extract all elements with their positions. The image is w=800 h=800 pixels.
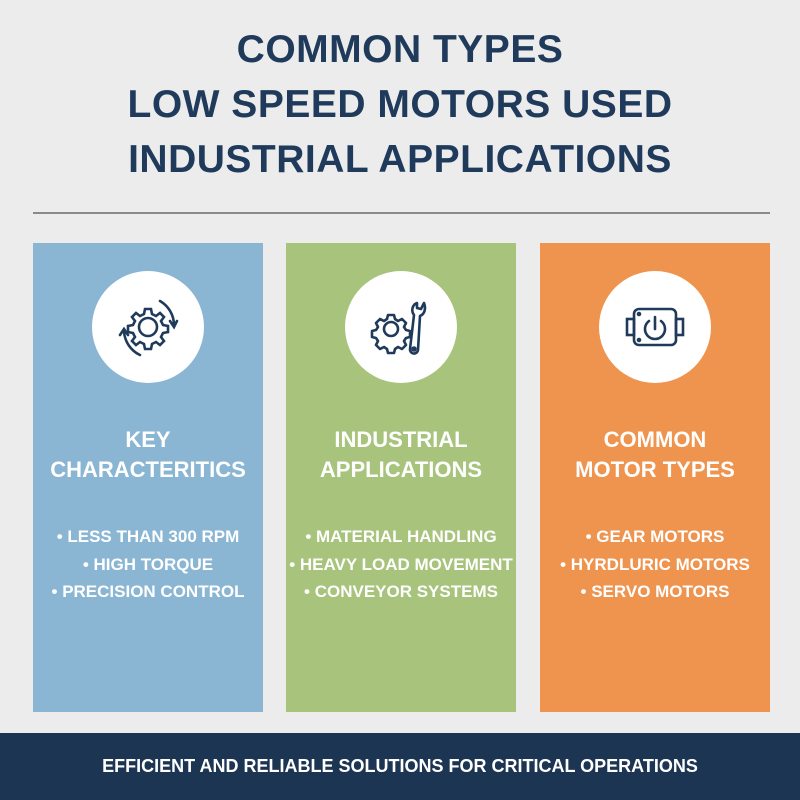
- bullet-list: • LESS THAN 300 RPM • HIGH TORQUE • PREC…: [33, 523, 263, 606]
- list-item: • HIGH TORQUE: [82, 554, 214, 574]
- list-item: • LESS THAN 300 RPM: [56, 527, 240, 546]
- icon-circle: [345, 271, 457, 383]
- title-line: COMMON TYPES: [236, 28, 564, 71]
- column-common-motor-types: COMMON MOTOR TYPES • GEAR MOTORS • HYRDLU…: [540, 243, 770, 712]
- column-industrial-applications: INDUSTRIAL APPLICATIONS • MATERIAL HANDLI…: [286, 243, 516, 712]
- gear-wrench-icon: [370, 301, 427, 355]
- icon-circle: [92, 271, 204, 383]
- icon-circle: [599, 271, 711, 383]
- list-item: • CONVEYOR SYSTEMS: [304, 582, 498, 601]
- title-line: LOW SPEED MOTORS USED: [127, 83, 673, 126]
- bullet-list: • MATERIAL HANDLING • HEAVY LOAD MOVEMEN…: [286, 523, 516, 606]
- page-title: COMMON TYPES LOW SPEED MOTORS USED INDUS…: [0, 22, 800, 187]
- divider: [33, 212, 770, 214]
- column-heading: INDUSTRIAL APPLICATIONS: [319, 427, 483, 482]
- motor-power-icon: [625, 307, 685, 347]
- title-line: INDUSTRIAL APPLICATIONS: [128, 138, 672, 181]
- column-heading: COMMON MOTOR TYPES: [575, 427, 735, 482]
- footer-text: EFFICIENT AND RELIABLE SOLUTIONS FOR CRI…: [102, 756, 698, 776]
- list-item: • HYRDLURIC MOTORS: [560, 554, 750, 574]
- list-item: • PRECISION CONTROL: [51, 582, 245, 601]
- list-item: • HEAVY LOAD MOVEMENT: [289, 554, 513, 574]
- list-item: • GEAR MOTORS: [585, 527, 725, 546]
- gear-rotate-icon: [118, 299, 179, 357]
- list-item: • MATERIAL HANDLING: [305, 527, 497, 546]
- bullet-list: • GEAR MOTORS • HYRDLURIC MOTORS • SERVO…: [540, 523, 770, 606]
- column-key-characteristics: KEY CHARACTERITICS • LESS THAN 300 RPM • …: [33, 243, 263, 712]
- list-item: • SERVO MOTORS: [580, 582, 730, 601]
- footer-banner: EFFICIENT AND RELIABLE SOLUTIONS FOR CRI…: [0, 733, 800, 800]
- column-heading: KEY CHARACTERITICS: [50, 427, 246, 482]
